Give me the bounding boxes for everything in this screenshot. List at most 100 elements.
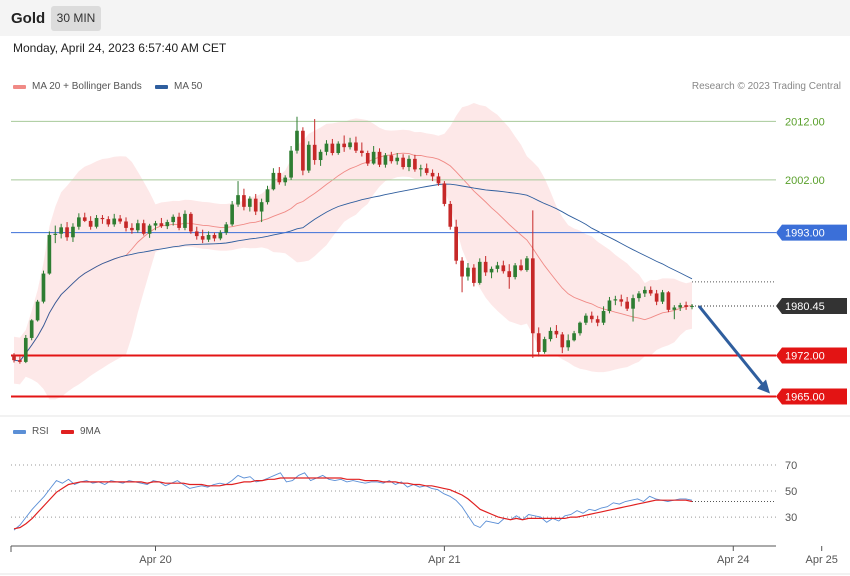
x-tick-label: Apr 24 [717, 554, 749, 566]
candle [112, 213, 117, 227]
candle [666, 291, 671, 313]
candle-body [536, 333, 541, 352]
candle-body [165, 222, 170, 227]
candle-body [578, 322, 582, 334]
candle-body [472, 267, 476, 283]
candle-body [383, 155, 388, 165]
candle-body [41, 273, 46, 302]
candle [454, 219, 459, 265]
candle-body [247, 198, 252, 207]
candle-body [377, 151, 382, 165]
candle-body [466, 267, 470, 277]
candle-body [112, 218, 117, 225]
candle [542, 336, 547, 354]
candle-body [295, 130, 299, 151]
candle-body [672, 307, 677, 310]
candle [507, 264, 512, 289]
level-text: 1993.00 [785, 228, 825, 240]
candle [631, 294, 635, 322]
candle [448, 200, 453, 230]
credit-text: Research © 2023 Trading Central [691, 81, 841, 92]
candle-body [253, 198, 258, 212]
level-label-1965.00: 1965.00 [776, 388, 847, 405]
x-tick-label: Apr 20 [139, 554, 171, 566]
candle [177, 212, 181, 231]
candle-body [648, 289, 653, 294]
candle [289, 145, 293, 180]
candle-body [436, 176, 441, 184]
candle-body [395, 157, 400, 162]
timeframe-button[interactable]: 30 MIN [51, 6, 101, 31]
candle [660, 289, 665, 304]
candle-body [12, 355, 16, 361]
candle-body [625, 301, 629, 309]
candle [253, 193, 258, 216]
candle [183, 210, 187, 231]
candle [584, 313, 588, 326]
candle-body [678, 305, 683, 308]
candle-body [183, 213, 187, 228]
candle [230, 200, 234, 227]
candle-body [218, 232, 223, 239]
candle-body [554, 330, 559, 335]
candle-body [230, 204, 234, 225]
candle [106, 216, 111, 227]
candle [265, 185, 270, 205]
candle-body [424, 168, 429, 173]
candle [354, 136, 358, 154]
candle-body [595, 319, 600, 323]
candle-body [407, 158, 411, 168]
candle-body [548, 330, 553, 340]
candle-body [265, 189, 270, 203]
candle-body [566, 340, 571, 348]
level-text: 2012.00 [785, 116, 825, 128]
candle-body [365, 153, 370, 164]
candle-body [348, 142, 352, 148]
candle [47, 231, 52, 275]
candle-body [389, 155, 394, 162]
candle-body [200, 236, 205, 240]
candle [625, 296, 629, 312]
candle-body [94, 217, 99, 227]
candle-body [171, 216, 176, 223]
candle-body [643, 289, 647, 294]
candle [18, 356, 22, 364]
candle [200, 229, 205, 244]
candle [418, 164, 423, 177]
candle-body [589, 315, 594, 320]
candle-body [601, 311, 606, 323]
candle-body [23, 337, 28, 362]
candle [365, 150, 370, 166]
candle-body [118, 218, 122, 222]
level-label-2012.00: 2012.00 [785, 116, 825, 128]
level-label-1993.00: 1993.00 [776, 224, 847, 241]
candle [442, 181, 447, 207]
candle [595, 315, 600, 327]
candle-body [477, 261, 482, 283]
candle [554, 325, 559, 338]
candle [29, 319, 34, 341]
candle [100, 215, 105, 224]
legend-ma50: MA 50 [155, 81, 202, 92]
candle-body [53, 233, 58, 235]
candle-body [106, 219, 111, 225]
candle [130, 223, 134, 234]
candle [430, 169, 435, 182]
candle [619, 294, 624, 307]
candle-body [495, 265, 500, 269]
ma50-line [13, 183, 693, 362]
candle-body [413, 158, 417, 170]
candle-body [572, 333, 576, 341]
candle [407, 155, 411, 172]
level-tag [776, 298, 847, 315]
level-label-1980.45: 1980.45 [776, 298, 847, 315]
candle-body [259, 202, 264, 212]
candle-body [530, 258, 535, 334]
candle [295, 116, 299, 154]
candle [348, 137, 352, 150]
legend-rsi: RSI [13, 426, 49, 437]
candle [613, 295, 618, 306]
candle [460, 257, 464, 293]
candle-body [271, 172, 276, 190]
candle [277, 167, 282, 185]
